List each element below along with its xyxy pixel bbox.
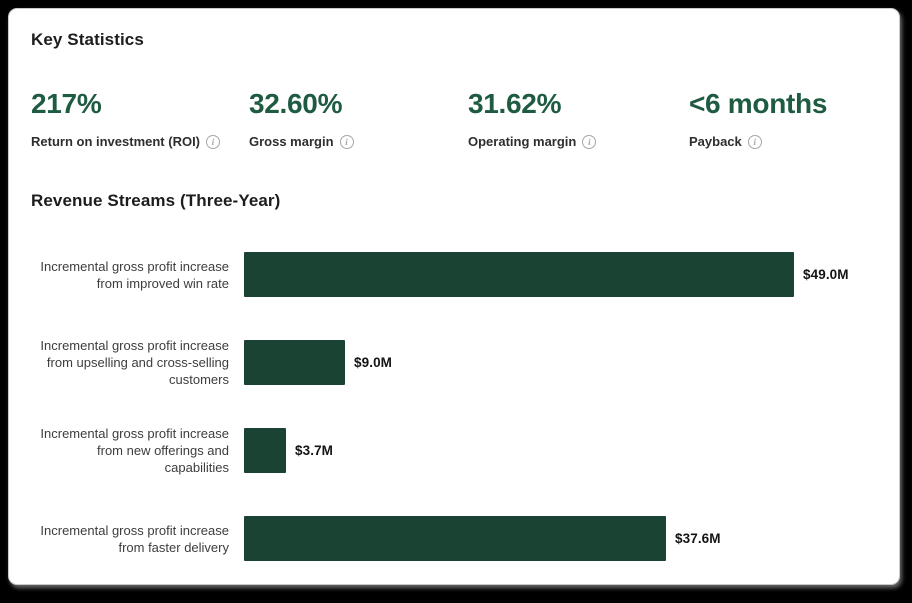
stat-label: Return on investment (ROI) i — [31, 134, 249, 150]
report-card: Key Statistics 217% Return on investment… — [8, 8, 900, 585]
bar-value: $3.7M — [295, 443, 334, 458]
stat-value: <6 months — [689, 88, 828, 119]
chart-row: Incremental gross profit increase from u… — [31, 338, 877, 387]
stat-label: Operating margin i — [468, 134, 689, 150]
info-icon[interactable]: i — [747, 135, 762, 149]
chart-row: Incremental gross profit increase from n… — [31, 426, 877, 475]
stat-label-text: Operating margin — [468, 134, 577, 149]
stat-value: 217% — [31, 88, 102, 119]
bar-improved-win-rate — [244, 252, 794, 297]
stat-value: 32.60% — [249, 88, 343, 119]
stat-label-text: Gross margin — [249, 134, 334, 149]
revenue-streams-chart: Incremental gross profit increase from i… — [31, 252, 877, 561]
chart-row: Incremental gross profit increase from f… — [31, 516, 877, 561]
bar-label: Incremental gross profit increase from n… — [40, 426, 229, 475]
stat-label-text: Return on investment (ROI) — [31, 134, 201, 149]
stat-operating-margin: 31.62% Operating margin i — [468, 88, 689, 150]
info-icon[interactable]: i — [582, 135, 597, 149]
bar-value: $49.0M — [803, 267, 849, 282]
chart-title: Revenue Streams (Three-Year) — [31, 191, 281, 210]
bar-faster-delivery — [244, 516, 666, 561]
bar-upselling-cross-selling — [244, 340, 345, 385]
bar-value: $37.6M — [675, 531, 721, 546]
stats-grid: 217% Return on investment (ROI) i 32.60%… — [31, 88, 877, 150]
bar-label: Incremental gross profit increase from u… — [40, 338, 229, 387]
info-icon[interactable]: i — [339, 135, 354, 149]
key-statistics-title: Key Statistics — [31, 30, 144, 49]
bar-new-offerings — [244, 428, 286, 473]
stat-label-text: Payback — [689, 134, 742, 149]
stat-value: 31.62% — [468, 88, 562, 119]
stat-label: Gross margin i — [249, 134, 468, 150]
info-icon[interactable]: i — [206, 135, 221, 149]
stat-payback: <6 months Payback i — [689, 88, 877, 150]
stat-roi: 217% Return on investment (ROI) i — [31, 88, 249, 150]
bar-label: Incremental gross profit increase from i… — [40, 258, 229, 291]
bar-value: $9.0M — [354, 355, 393, 370]
chart-row: Incremental gross profit increase from i… — [31, 252, 877, 297]
bar-label: Incremental gross profit increase from f… — [40, 522, 229, 555]
stat-gross-margin: 32.60% Gross margin i — [249, 88, 468, 150]
stat-label: Payback i — [689, 134, 877, 150]
